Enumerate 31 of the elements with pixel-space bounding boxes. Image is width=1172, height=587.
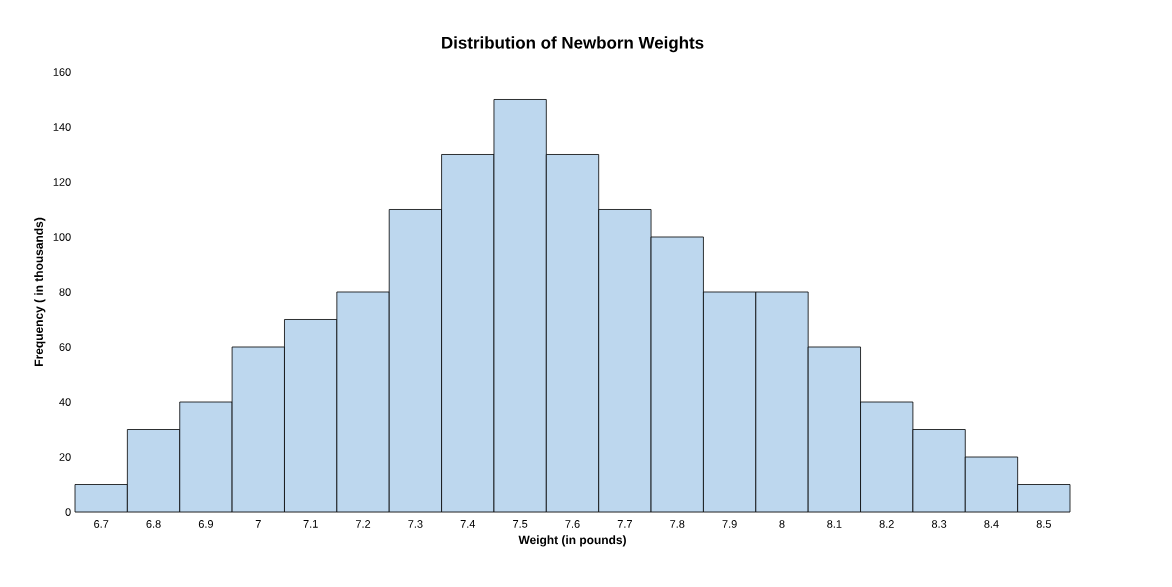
y-tick-label: 100 [53,233,71,241]
x-tick-label: 7.3 [408,520,423,528]
y-tick-label: 60 [59,343,71,351]
x-tick-label: 8 [779,520,785,528]
y-tick-label: 120 [53,178,71,186]
x-tick-label: 8.4 [984,520,999,528]
x-tick-label: 7.8 [670,520,685,528]
y-tick-label: 40 [59,398,71,406]
x-tick-label: 7 [255,520,261,528]
chart-title: Distribution of Newborn Weights [442,36,704,53]
x-tick-label: 6.8 [146,520,161,528]
x-tick-label: 8.1 [827,520,842,528]
x-tick-label: 7.7 [617,520,632,528]
x-tick-label: 7.6 [565,520,580,528]
x-tick-label: 7.9 [722,520,737,528]
x-axis-title: Weight (in pounds) [518,535,626,547]
x-tick-label: 6.7 [94,520,109,528]
y-axis-title: Frequency ( in thousands) [34,217,46,366]
y-tick-label: 160 [53,68,71,76]
x-tick-label: 8.5 [1036,520,1051,528]
y-tick-label: 20 [59,453,71,461]
y-tick-label: 80 [59,288,71,296]
x-tick-label: 7.5 [513,520,528,528]
x-tick-label: 7.1 [303,520,318,528]
x-tick-label: 8.3 [931,520,947,528]
x-tick-label: 6.9 [198,520,214,528]
y-tick-label: 140 [53,123,71,131]
x-tick-label: 8.2 [879,520,894,528]
x-tick-label: 7.4 [460,520,476,528]
y-tick-label: 0 [65,508,71,516]
x-tick-label: 7.2 [355,520,371,528]
